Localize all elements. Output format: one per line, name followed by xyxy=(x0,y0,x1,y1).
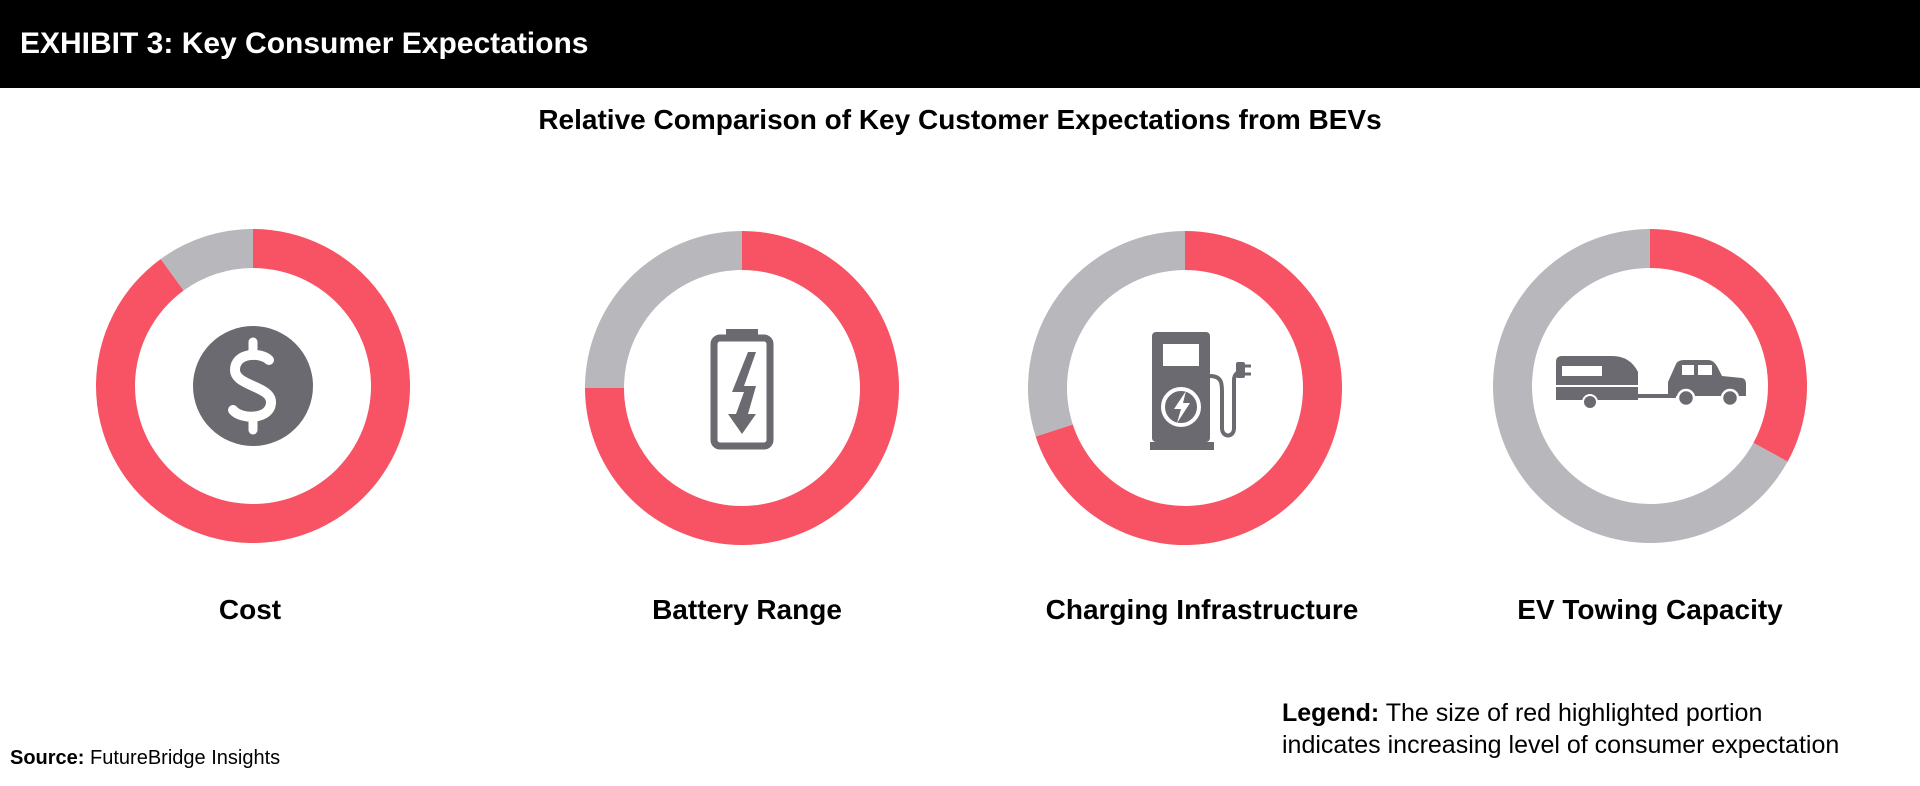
dollar-coin-icon xyxy=(193,326,313,446)
legend-label: Legend: xyxy=(1282,699,1380,727)
donut-remainder-charging-infrastructure xyxy=(1027,231,1185,437)
legend-text-line2: indicates increasing level of consumer e… xyxy=(1282,731,1840,759)
category-label-cost: Cost xyxy=(218,594,282,625)
category-label-charging-infrastructure: Charging Infrastructure xyxy=(1045,594,1359,625)
header-bar xyxy=(0,0,1920,88)
legend-text-line1: The size of red highlighted portion xyxy=(1385,699,1763,727)
source-label: Source: xyxy=(10,747,85,769)
source-note: Source: FutureBridge Insights xyxy=(10,747,280,770)
category-label-battery-range: Battery Range xyxy=(652,594,842,625)
car-towing-trailer-icon xyxy=(1556,356,1746,410)
source-text: FutureBridge Insights xyxy=(90,747,281,769)
chart-title: Relative Comparison of Key Customer Expe… xyxy=(538,104,1382,135)
donut-remainder-battery-range xyxy=(585,231,742,388)
battery-charging-icon xyxy=(710,329,774,450)
legend-note: Legend: The size of red highlighted port… xyxy=(1282,697,1912,761)
exhibit-title: EXHIBIT 3: Key Consumer Expectations xyxy=(20,27,589,60)
category-label-ev-towing-capacity: EV Towing Capacity xyxy=(1517,594,1783,625)
ev-charger-icon xyxy=(1150,332,1251,450)
donut-highlight-ev-towing-capacity xyxy=(1650,229,1807,462)
donut-remainder-cost xyxy=(160,229,253,291)
